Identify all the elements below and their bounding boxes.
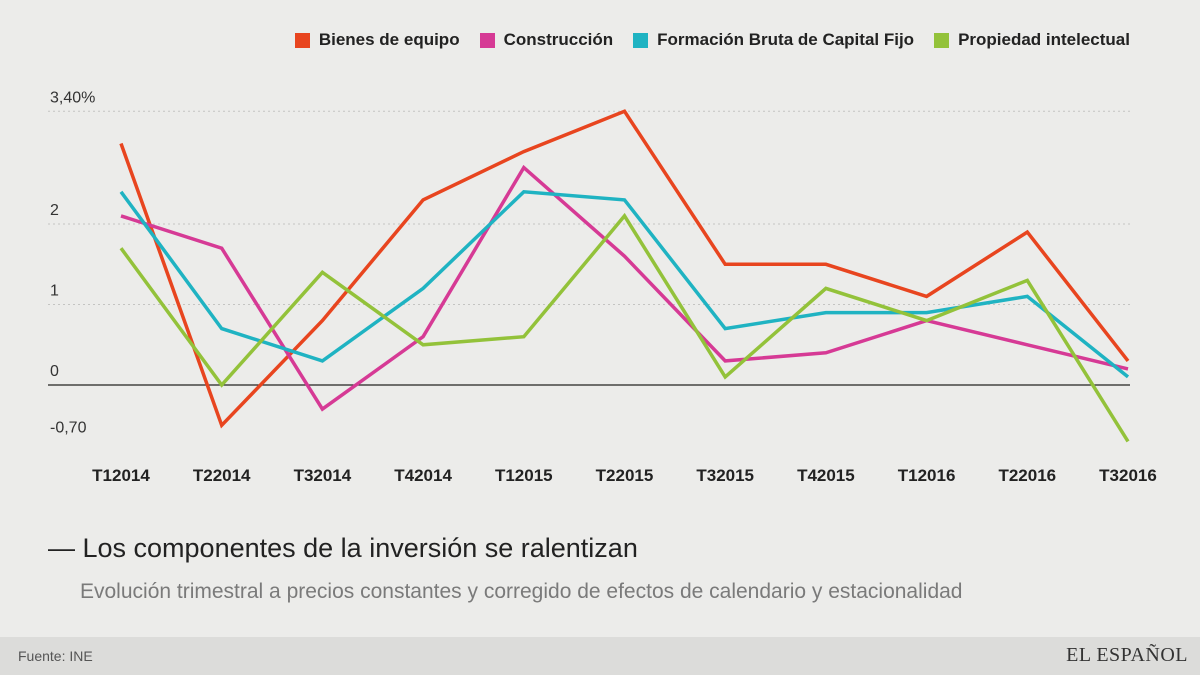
y-axis-ticks: 3,40% 2 1 0 -0,70 [50,89,95,436]
legend-item-propiedad: Propiedad intelectual [934,30,1130,50]
grid-lines [48,110,1130,386]
x-tick-label: T32016 [1099,466,1157,485]
x-tick-label: T12016 [898,466,956,485]
legend-item-fbcf: Formación Bruta de Capital Fijo [633,30,914,50]
line-chart: 3,40%210-0,70 T12014 T22014 T32014 T42014 T1… [48,89,1157,485]
legend-swatch [633,32,649,48]
legend-label: Construcción [503,30,614,49]
legend-label: Bienes de equipo [318,30,460,49]
x-tick-label: T22016 [998,466,1056,485]
legend-item-construccion: Construcción [479,30,614,50]
y-tick-label: 3,40% [50,89,95,106]
x-tick-label: T12014 [92,466,150,485]
legend-swatch [294,32,310,48]
legend-swatch [934,32,950,48]
x-tick-label: T32015 [696,466,754,485]
chart-title: — Los componentes de la inversión se ral… [48,533,638,563]
x-tick-label: T42015 [797,466,855,485]
y-tick-label: 2 [50,202,59,219]
x-tick-label: T42014 [394,466,452,485]
y-tick-label: 0 [50,363,59,380]
series-lines [119,109,1130,443]
y-tick-label: -0,70 [50,419,87,436]
series-line-1 [119,109,1130,429]
legend-swatch [479,32,495,48]
footer-bar: Fuente: INE EL ESPAÑOL [0,637,1200,675]
x-tick-label: T32014 [294,466,352,485]
legend-label: Propiedad intelectual [958,30,1130,49]
brand-logo: EL ESPAÑOL [1066,644,1188,666]
series-line-4 [119,212,1130,443]
x-tick-label: T22015 [596,466,654,485]
chart-subtitle: Evolución trimestral a precios constante… [80,580,963,603]
x-axis-ticks: T12014 T22014 T32014 T42014 T12015 T22015 T320… [92,466,1157,485]
x-tick-label: T22014 [193,466,251,485]
legend-item-bienes: Bienes de equipo [294,30,460,50]
series-line-2 [120,164,1129,412]
source-note: Fuente: INE [18,648,93,664]
legend-label: Formación Bruta de Capital Fijo [657,30,915,49]
x-tick-label: T12015 [495,466,553,485]
legend: Bienes de equipo Construcción Formación … [294,30,1130,50]
series-line-3 [119,189,1130,379]
y-tick-label: 1 [50,283,59,300]
